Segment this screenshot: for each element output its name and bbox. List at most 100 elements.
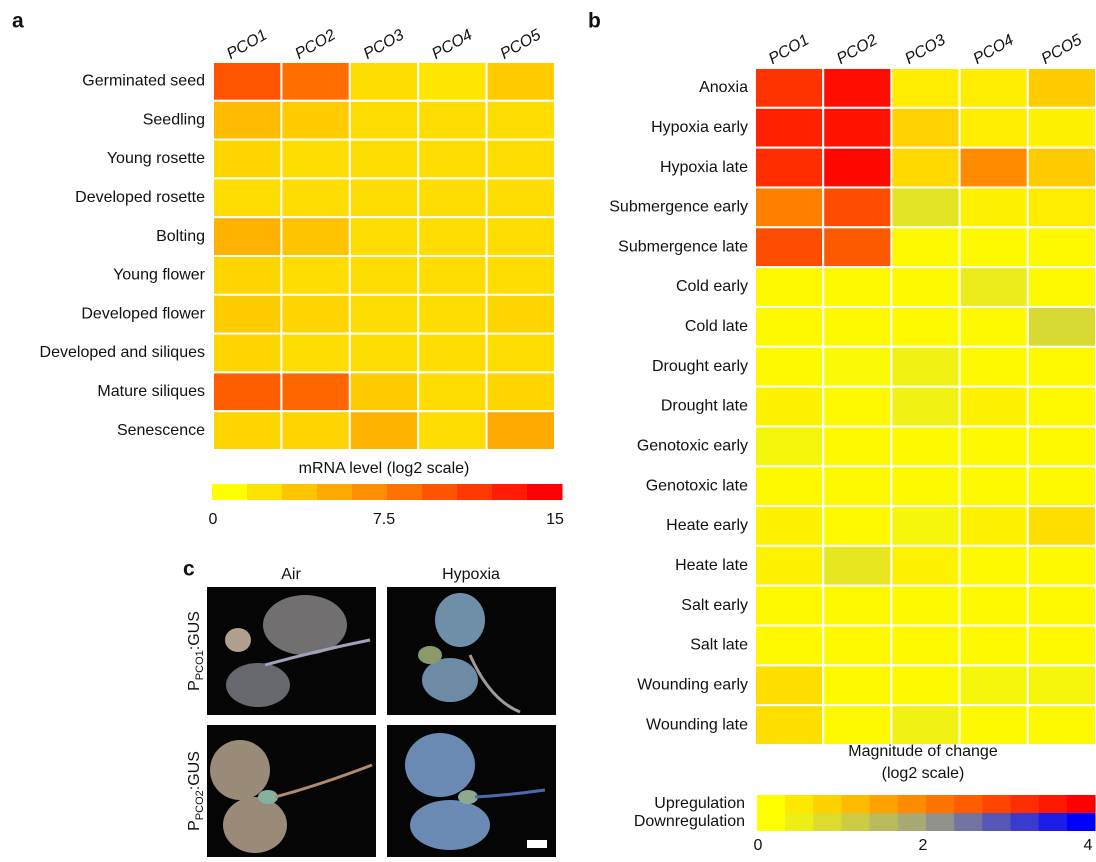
heatmap-cell xyxy=(213,372,281,411)
colorbar-block xyxy=(813,795,842,813)
colorbar-tick-label: 4 xyxy=(1084,837,1093,854)
heatmap-cell xyxy=(418,62,486,101)
heatmap-cell xyxy=(891,705,959,745)
leaf xyxy=(422,658,478,702)
heatmap-cell xyxy=(487,372,555,411)
heatmap-cell xyxy=(823,586,891,626)
heatmap-cell xyxy=(755,626,823,666)
column-header: PCO3 xyxy=(361,26,407,63)
leaf xyxy=(223,797,287,853)
colorbar-block xyxy=(212,484,248,500)
heatmap-cell xyxy=(960,187,1028,227)
panel-label: b xyxy=(588,10,601,33)
row-label: Drought late xyxy=(661,398,748,415)
row-label: Mature siliques xyxy=(97,383,205,400)
scale-bar xyxy=(527,840,547,848)
colorbar-block xyxy=(317,484,353,500)
row-label: PPCO1:GUS xyxy=(186,611,206,691)
heatmap-cell xyxy=(213,101,281,140)
heatmap-cell xyxy=(960,426,1028,466)
colorbar-block xyxy=(842,813,871,831)
colorbar-block xyxy=(813,813,842,831)
heatmap-cell xyxy=(755,68,823,108)
heatmap-cell xyxy=(350,295,418,334)
heatmap-cell xyxy=(891,626,959,666)
heatmap-cell xyxy=(891,347,959,387)
heatmap-cell xyxy=(1028,187,1096,227)
colorbar-block xyxy=(926,813,955,831)
leaf xyxy=(263,595,347,655)
column-header: PCO1 xyxy=(766,32,812,69)
heatmap-cell xyxy=(891,466,959,506)
colorbar-block xyxy=(1039,813,1068,831)
colorbar-block xyxy=(352,484,388,500)
row-label: Drought early xyxy=(652,358,748,375)
colorbar-block xyxy=(870,813,899,831)
heatmap-cell xyxy=(755,227,823,267)
heatmap-cell xyxy=(213,217,281,256)
colorbar-title: mRNA level (log2 scale) xyxy=(299,460,470,477)
colorbar-block xyxy=(898,813,927,831)
column-header: PCO4 xyxy=(429,26,475,63)
heatmap-cell xyxy=(755,586,823,626)
heatmap-cell xyxy=(960,227,1028,267)
heatmap-cell xyxy=(891,426,959,466)
colorbar-tick-label: 2 xyxy=(919,837,928,854)
heatmap-cell xyxy=(755,426,823,466)
heatmap-cell xyxy=(891,148,959,188)
heatmap-cell xyxy=(1028,68,1096,108)
heatmap-cell xyxy=(350,372,418,411)
heatmap-cell xyxy=(823,546,891,586)
colorbar-row-label: Upregulation xyxy=(654,795,745,812)
heatmap-cell xyxy=(418,411,486,450)
colorbar-block xyxy=(527,484,563,500)
heatmap-cell xyxy=(823,347,891,387)
leaf xyxy=(418,646,442,664)
colorbar-block xyxy=(870,795,899,813)
colorbar-block xyxy=(982,795,1011,813)
row-label: PPCO2:GUS xyxy=(186,751,206,831)
colorbar-block xyxy=(757,813,786,831)
row-label: Anoxia xyxy=(699,79,748,96)
row-label-prefix: P xyxy=(186,680,203,691)
panel-label: a xyxy=(12,10,24,33)
column-header: PCO2 xyxy=(292,26,338,63)
heatmap-cell xyxy=(1028,586,1096,626)
heatmap-cell xyxy=(350,140,418,179)
heatmap-cell xyxy=(1028,227,1096,267)
heatmap-cell xyxy=(755,387,823,427)
row-label: Heate late xyxy=(675,557,748,574)
heatmap-cell xyxy=(891,227,959,267)
row-label: Submergence early xyxy=(609,199,748,216)
heatmap-cell xyxy=(960,705,1028,745)
heatmap-cell xyxy=(1028,347,1096,387)
row-label-sub: PCO2 xyxy=(194,790,206,820)
heatmap-cell xyxy=(487,295,555,334)
leaf xyxy=(210,740,270,800)
row-label: Wounding late xyxy=(646,716,748,733)
leaf xyxy=(225,628,251,652)
heatmap-cell xyxy=(350,256,418,295)
heatmap-cell xyxy=(487,334,555,373)
column-header: PCO2 xyxy=(834,31,880,68)
heatmap-cell xyxy=(823,307,891,347)
heatmap-cell xyxy=(350,411,418,450)
colorbar-block xyxy=(1067,813,1096,831)
heatmap-cell xyxy=(960,267,1028,307)
colorbar-tick-label: 0 xyxy=(754,837,763,854)
heatmap-cell xyxy=(823,466,891,506)
heatmap-cell xyxy=(823,426,891,466)
heatmap-cell xyxy=(891,108,959,148)
heatmap-cell xyxy=(213,140,281,179)
heatmap-cell xyxy=(960,586,1028,626)
heatmap-cell xyxy=(213,62,281,101)
heatmap-cell xyxy=(960,546,1028,586)
heatmap-cell xyxy=(1028,546,1096,586)
figure: c Air Hypoxia PPCO1:GUS PPCO2:GUS aPCO1P… xyxy=(0,0,1096,857)
heatmap-cell xyxy=(281,334,349,373)
heatmap-cell xyxy=(755,187,823,227)
heatmap-cell xyxy=(1028,267,1096,307)
heatmap-cell xyxy=(891,546,959,586)
row-label: Developed rosette xyxy=(75,189,205,206)
row-label: Bolting xyxy=(156,228,205,245)
